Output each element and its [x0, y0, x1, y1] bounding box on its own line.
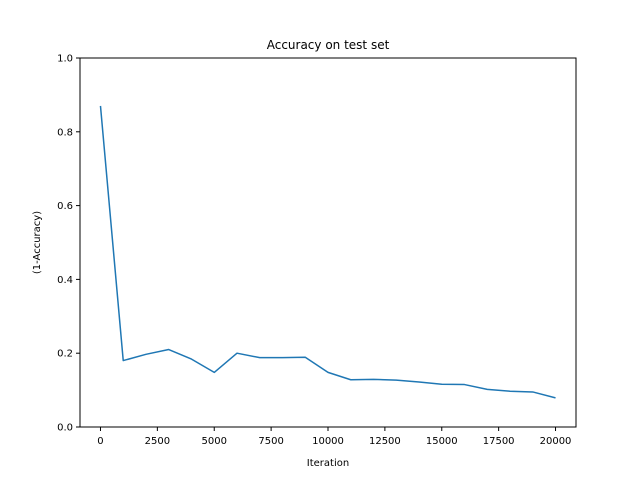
x-axis: 0 2500 5000 7500 10000 12500 15000 17500 20000 — [97, 427, 571, 447]
x-tick-label: 17500 — [483, 436, 515, 447]
x-axis-label: Iteration — [307, 458, 349, 469]
y-tick-label: 0.8 — [57, 127, 73, 138]
chart-title: Accuracy on test set — [267, 38, 390, 52]
x-tick-label: 2500 — [145, 436, 170, 447]
y-axis: 0.0 0.2 0.4 0.6 0.8 1.0 — [57, 54, 80, 434]
plot-frame — [79, 57, 577, 428]
series-layer — [99, 105, 556, 399]
series-line — [99, 105, 556, 399]
x-tick-label: 15000 — [426, 436, 458, 447]
y-tick-label: 0.2 — [57, 349, 73, 360]
x-tick-label: 5000 — [202, 436, 227, 447]
y-axis-label: (1-Accuracy) — [32, 211, 43, 274]
x-tick-label: 20000 — [540, 436, 572, 447]
x-tick-label: 10000 — [312, 436, 344, 447]
x-tick-label: 12500 — [369, 436, 401, 447]
y-tick-label: 0.0 — [57, 423, 73, 434]
y-tick-label: 0.4 — [57, 275, 73, 286]
x-tick-label: 7500 — [258, 436, 283, 447]
x-tick-label: 0 — [97, 436, 103, 447]
y-tick-label: 1.0 — [57, 54, 73, 65]
y-tick-label: 0.6 — [57, 201, 73, 212]
